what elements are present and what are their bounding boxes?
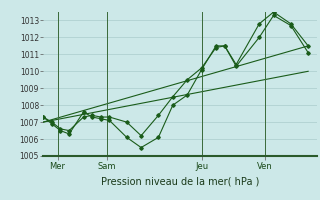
X-axis label: Pression niveau de la mer( hPa ): Pression niveau de la mer( hPa )	[101, 176, 259, 186]
